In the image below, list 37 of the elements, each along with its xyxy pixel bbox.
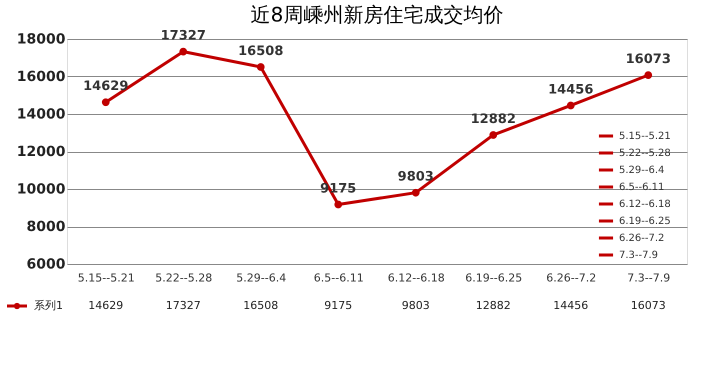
y-tick-label: 18000 xyxy=(16,32,66,48)
chart-title: 近8周嵊州新房住宅成交均价 xyxy=(250,2,504,27)
x-tick-label: 6.12--6.18 xyxy=(388,272,445,284)
data-label: 14629 xyxy=(83,79,128,94)
category-label: 5.29--6.4 xyxy=(619,165,664,176)
y-tick-label: 12000 xyxy=(16,144,66,160)
x-tick-label: 7.3--7.9 xyxy=(627,272,670,284)
y-tick-label: 16000 xyxy=(16,69,66,85)
category-label: 7.3--7.9 xyxy=(619,250,658,261)
data-label: 16508 xyxy=(238,44,284,59)
data-label: 9803 xyxy=(398,170,434,185)
data-label: 14456 xyxy=(548,82,594,98)
y-tick-label: 10000 xyxy=(16,182,66,198)
x-tick-label: 5.15--5.21 xyxy=(78,272,135,284)
text: 14629 xyxy=(88,299,124,312)
x-tick-label: 6.5--6.11 xyxy=(314,272,364,284)
data-label: 12882 xyxy=(470,112,516,127)
category-label: 6.12--6.18 xyxy=(619,199,671,210)
text: 16508 xyxy=(243,299,278,312)
category-label: 5.15--5.21 xyxy=(619,131,671,142)
data-label: 16073 xyxy=(626,52,671,68)
text: 17327 xyxy=(166,299,201,312)
x-tick-label: 6.26--7.2 xyxy=(546,272,596,284)
y-tick-label: 6000 xyxy=(26,256,66,272)
legend-label: 系列1 xyxy=(34,299,63,312)
category-label: 6.26--7.2 xyxy=(619,233,664,244)
y-tick-label: 14000 xyxy=(16,106,66,122)
text: 9175 xyxy=(324,299,352,312)
x-tick-label: 5.22--5.28 xyxy=(155,272,212,284)
x-tick-label: 5.29--6.4 xyxy=(236,272,286,284)
text: 9803 xyxy=(402,299,430,312)
x-tick-label: 6.19--6.25 xyxy=(465,272,522,284)
y-tick-label: 8000 xyxy=(26,219,66,235)
text: 14456 xyxy=(553,299,588,312)
text: 16073 xyxy=(630,299,666,312)
text: 12882 xyxy=(476,299,511,312)
category-label: 6.19--6.25 xyxy=(619,216,671,227)
